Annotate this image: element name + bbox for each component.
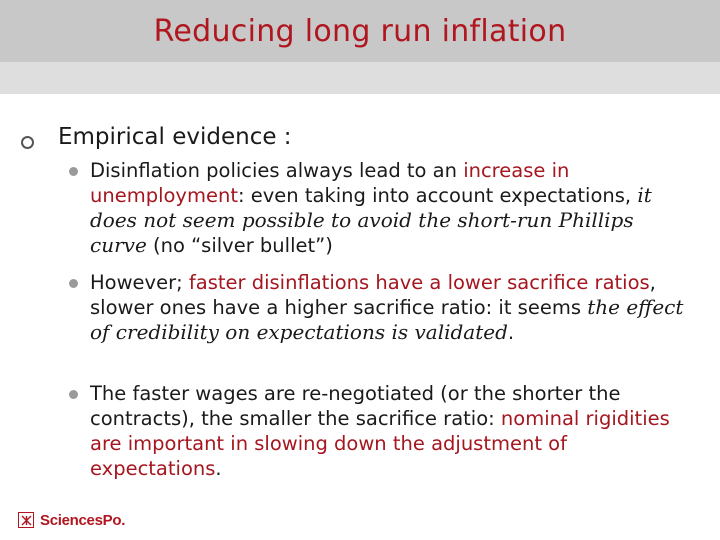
section-heading: Empirical evidence :	[58, 124, 292, 150]
bullet-item-2: However; faster disinflations have a low…	[69, 270, 690, 345]
bullet-1-italic: it does not seem possible to avoid the s…	[90, 183, 652, 257]
bullet-item-1: Disinflation policies always lead to an …	[69, 158, 690, 258]
bullet-item-3: The faster wages are re-negotiated (or t…	[69, 381, 690, 481]
bullet-3-text-a: The faster wages are re-negotiated (or t…	[90, 382, 621, 430]
bullet-2-highlight: faster disinflations have a lower sacrif…	[188, 271, 650, 294]
title-bar	[0, 0, 720, 62]
bullet-1-text-e: (no “silver bullet”)	[146, 234, 333, 257]
bullet-3-text-c: .	[215, 457, 222, 480]
logo-glyph-icon	[21, 515, 31, 525]
sciencespo-logo: SciencesPo.	[18, 510, 125, 530]
logo-text: SciencesPo.	[40, 511, 126, 529]
bullet-1-text-a: Disinflation policies always lead to an	[90, 159, 464, 182]
slide-title: Reducing long run inflation	[153, 14, 567, 49]
bullet-1-text-c: : even taking into account expectations,	[237, 184, 638, 207]
bullet-2-text-e: .	[507, 321, 515, 344]
bullet-2-text-a: However;	[90, 271, 189, 294]
bullet-2-text-c: , slower ones have a higher sacrifice ra…	[90, 271, 656, 319]
bullet-3-highlight: nominal rigidities are important in slow…	[90, 407, 670, 480]
header-band	[0, 62, 720, 94]
bullet-dot-icon	[69, 279, 78, 288]
bullet-2-italic: the effect of credibility on expectation…	[90, 295, 684, 344]
bullet-1-highlight: increase in unemployment	[90, 159, 570, 207]
ring-bullet-icon	[21, 136, 34, 149]
sciencespo-mark-icon	[18, 512, 34, 528]
bullet-dot-icon	[69, 167, 78, 176]
bullet-dot-icon	[69, 390, 78, 399]
